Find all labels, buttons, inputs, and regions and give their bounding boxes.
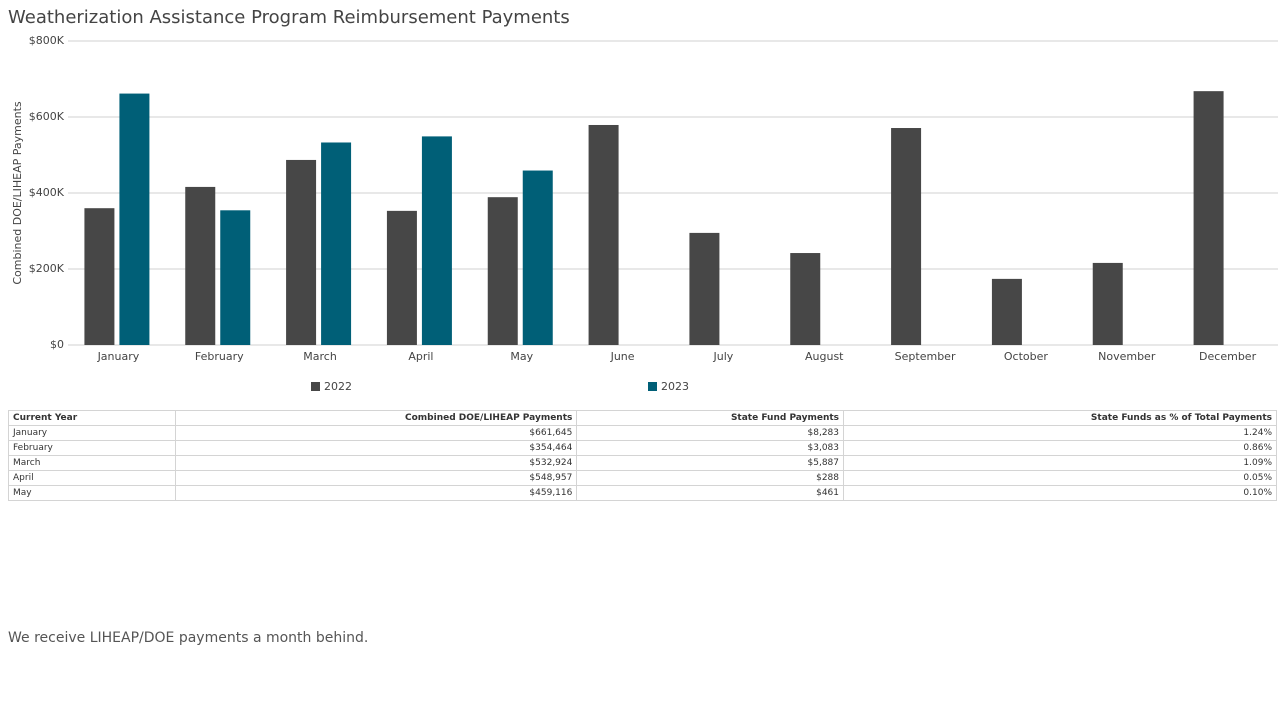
- table-cell: 0.86%: [843, 440, 1277, 456]
- table-cell: State Fund Payments: [576, 410, 845, 426]
- table-row: February $354,464 $3,083 0.86%: [8, 440, 1277, 456]
- bar: [386, 210, 417, 345]
- x-tick-label: February: [195, 350, 244, 363]
- table-cell: $459,116: [174, 485, 578, 501]
- bar: [588, 124, 619, 345]
- table-cell: January: [8, 425, 176, 441]
- bar: [421, 136, 452, 345]
- legend-label: 2023: [661, 380, 689, 393]
- table-cell: $661,645: [174, 425, 578, 441]
- legend-swatch: [311, 382, 320, 391]
- table-cell: $461: [576, 485, 845, 501]
- table-cell: Current Year: [8, 410, 176, 426]
- table-cell: 0.10%: [843, 485, 1277, 501]
- data-table: Current Year Combined DOE/LIHEAP Payments…: [8, 410, 1277, 501]
- x-tick-label: January: [97, 350, 140, 363]
- table-cell: 1.24%: [843, 425, 1277, 441]
- table-cell: $5,887: [576, 455, 845, 471]
- table-cell: April: [8, 470, 176, 486]
- table-cell: March: [8, 455, 176, 471]
- bar: [220, 210, 251, 345]
- legend-swatch: [648, 382, 657, 391]
- bar: [790, 253, 821, 345]
- x-tick-label: May: [510, 350, 533, 363]
- table-row: April $548,957 $288 0.05%: [8, 470, 1277, 486]
- table-cell: $354,464: [174, 440, 578, 456]
- table-cell: February: [8, 440, 176, 456]
- legend-label: 2022: [324, 380, 352, 393]
- table-row: January $661,645 $8,283 1.24%: [8, 425, 1277, 441]
- table-cell: May: [8, 485, 176, 501]
- table-cell: 0.05%: [843, 470, 1277, 486]
- x-tick-label: March: [303, 350, 337, 363]
- bar: [286, 159, 317, 345]
- table-cell: $3,083: [576, 440, 845, 456]
- table-cell: $532,924: [174, 455, 578, 471]
- note: We receive LIHEAP/DOE payments a month b…: [8, 630, 369, 646]
- x-tick-label: December: [1199, 350, 1257, 363]
- bar: [84, 208, 115, 345]
- x-tick-label: September: [895, 350, 956, 363]
- bar: [487, 197, 518, 345]
- bar: [689, 232, 720, 345]
- table-cell: $8,283: [576, 425, 845, 441]
- chart: Weatherization Assistance Program Reimbu…: [8, 7, 1278, 393]
- x-tick-label: July: [713, 350, 734, 363]
- x-tick-label: August: [805, 350, 844, 363]
- bar: [321, 142, 352, 345]
- bar: [119, 93, 150, 346]
- y-tick-label: $0: [50, 338, 64, 351]
- y-tick-label: $800K: [29, 34, 65, 47]
- bar: [891, 128, 922, 345]
- table-cell: Combined DOE/LIHEAP Payments: [174, 410, 578, 426]
- y-tick-label: $600K: [29, 110, 65, 123]
- table-row: March $532,924 $5,887 1.09%: [8, 455, 1277, 471]
- x-tick-label: November: [1098, 350, 1156, 363]
- x-tick-label: October: [1004, 350, 1048, 363]
- x-tick-label: April: [408, 350, 433, 363]
- y-tick-label: $400K: [29, 186, 65, 199]
- table-cell: 1.09%: [843, 455, 1277, 471]
- bar: [991, 278, 1022, 345]
- chart-title: Weatherization Assistance Program Reimbu…: [8, 7, 570, 28]
- bar: [522, 170, 553, 345]
- table-cell: $288: [576, 470, 845, 486]
- table-row: May $459,116 $461 0.10%: [8, 485, 1277, 501]
- table-cell: $548,957: [174, 470, 578, 486]
- table-row: Current Year Combined DOE/LIHEAP Payments…: [8, 410, 1277, 426]
- y-tick-label: $200K: [29, 262, 65, 275]
- bar: [1193, 91, 1224, 345]
- table-cell: State Funds as % of Total Payments: [843, 410, 1277, 426]
- x-tick-label: June: [610, 350, 635, 363]
- bar: [185, 186, 216, 345]
- y-axis-label: Combined DOE/LIHEAP Payments: [11, 101, 24, 285]
- bar: [1092, 262, 1123, 345]
